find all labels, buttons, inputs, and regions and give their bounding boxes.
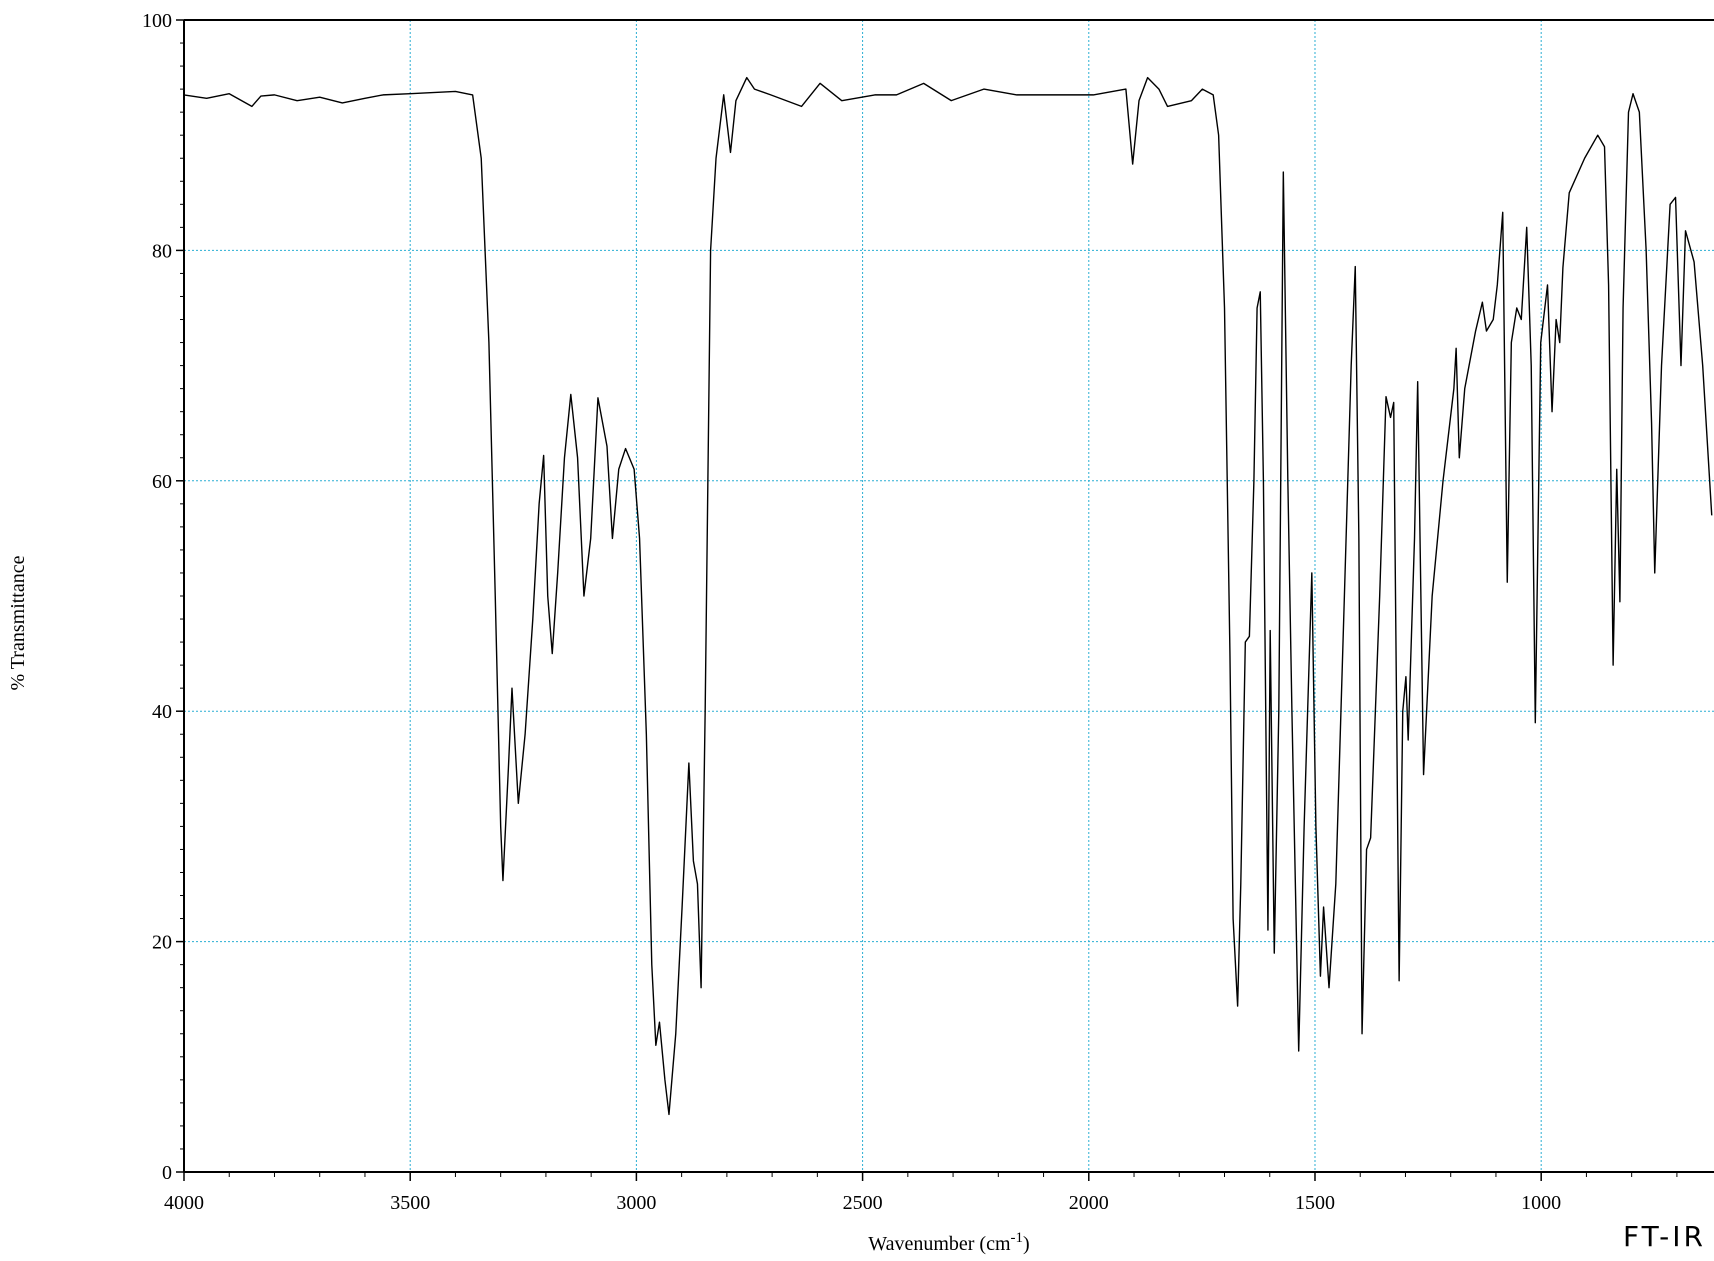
x-tick-label: 3500 [390, 1192, 430, 1214]
spectrum-line [183, 76, 1713, 1116]
annotation: FT-IR [1623, 1220, 1706, 1253]
x-tick-label: 1500 [1295, 1192, 1335, 1214]
x-tick-label: 2000 [1069, 1192, 1109, 1214]
y-tick-label: 0 [162, 1162, 172, 1184]
x-tick-label: 4000 [164, 1192, 204, 1214]
y-axis-label: % Transmittance [7, 555, 29, 690]
x-axis-label-end: ) [1023, 1233, 1030, 1255]
x-axis-label-text: Wavenumber (cm [868, 1233, 1011, 1255]
x-axis-label-sup: -1 [1011, 1230, 1024, 1246]
y-tick-label: 100 [142, 10, 172, 32]
y-tick-label: 40 [152, 701, 172, 723]
x-tick-label: 2500 [843, 1192, 883, 1214]
x-tick-label: 1000 [1521, 1192, 1561, 1214]
x-tick-label: 3000 [616, 1192, 656, 1214]
y-tick-label: 20 [152, 932, 172, 954]
x-axis-label: Wavenumber (cm-1) [868, 1230, 1029, 1255]
y-tick-label: 60 [152, 471, 172, 493]
y-tick-label: 80 [152, 240, 172, 262]
